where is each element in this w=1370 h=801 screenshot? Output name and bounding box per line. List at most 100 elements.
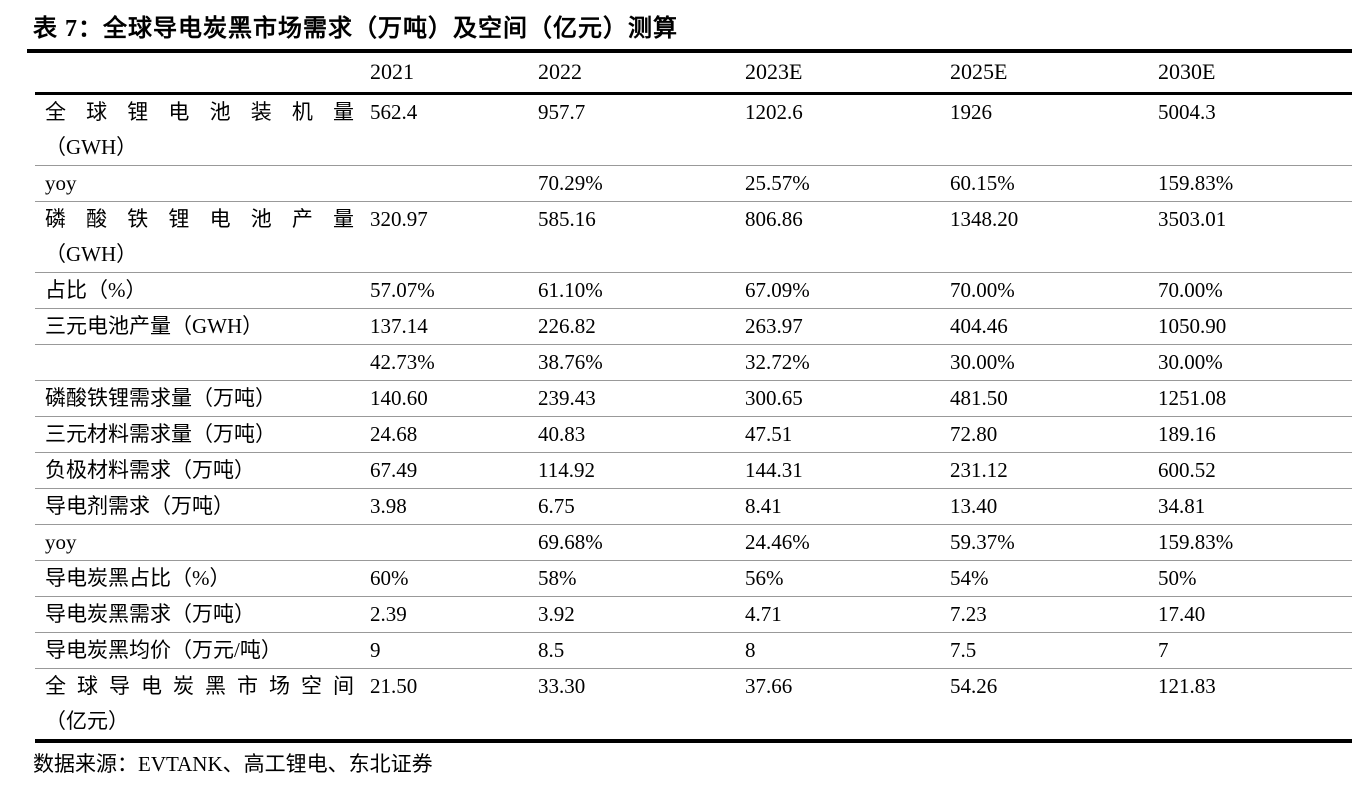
row-label-line1: yoy bbox=[45, 171, 77, 195]
table-cell: 806.86 bbox=[745, 201, 950, 273]
table-row: 磷酸铁锂需求量（万吨） 140.60 239.43 300.65 481.50 1251.… bbox=[35, 380, 1352, 417]
table-cell: 58% bbox=[538, 560, 745, 597]
table-row: 磷酸铁锂电池产量 （GWH） 320.97 585.16 806.86 1348.20 35… bbox=[35, 201, 1352, 273]
table-cell: 8.5 bbox=[538, 632, 745, 669]
table-cell: 3.92 bbox=[538, 596, 745, 633]
table-row: 占比（%） 57.07% 61.10% 67.09% 70.00% 70.00% bbox=[35, 272, 1352, 309]
row-label: 全球导电炭黑市场空间 （亿元） bbox=[35, 668, 370, 743]
row-label: 导电炭黑占比（%） bbox=[35, 560, 370, 597]
row-label-line1: 三元材料需求量（万吨） bbox=[45, 422, 276, 446]
table-cell: 5004.3 bbox=[1158, 93, 1352, 166]
table-cell: 3503.01 bbox=[1158, 201, 1352, 273]
table-cell: 69.68% bbox=[538, 524, 745, 561]
row-label: 导电炭黑均价（万元/吨） bbox=[35, 632, 370, 669]
table-cell: 50% bbox=[1158, 560, 1352, 597]
table-cell: 17.40 bbox=[1158, 596, 1352, 633]
table-cell: 600.52 bbox=[1158, 452, 1352, 489]
row-label: 全球锂电池装机量 （GWH） bbox=[35, 93, 370, 166]
table-cell: 25.57% bbox=[745, 165, 950, 202]
table-cell: 8 bbox=[745, 632, 950, 669]
table-cell: 1926 bbox=[950, 93, 1158, 166]
table-title: 表 7：全球导电炭黑市场需求（万吨）及空间（亿元）测算 bbox=[33, 16, 678, 42]
title-top-rule bbox=[27, 49, 1352, 53]
table-cell: 121.83 bbox=[1158, 668, 1352, 743]
table-row: 导电炭黑需求（万吨） 2.39 3.92 4.71 7.23 17.40 bbox=[35, 596, 1352, 633]
table-cell: 8.41 bbox=[745, 488, 950, 525]
table-body: 全球锂电池装机量 （GWH） 562.4 957.7 1202.6 1926 5004.3 y… bbox=[35, 93, 1352, 743]
table-cell: 70.00% bbox=[1158, 272, 1352, 309]
table-cell: 54.26 bbox=[950, 668, 1158, 743]
row-label bbox=[35, 344, 370, 381]
table-cell: 239.43 bbox=[538, 380, 745, 417]
row-label: 磷酸铁锂电池产量 （GWH） bbox=[35, 201, 370, 273]
row-label: 三元电池产量（GWH） bbox=[35, 308, 370, 345]
row-label-line1: 全球导电炭黑市场空间 bbox=[45, 674, 354, 698]
table-cell: 320.97 bbox=[370, 201, 538, 273]
table-cell: 1050.90 bbox=[1158, 308, 1352, 345]
table-header: 2021 2022 2023E 2025E 2030E bbox=[35, 53, 1352, 95]
table-cell: 61.10% bbox=[538, 272, 745, 309]
row-label: 导电炭黑需求（万吨） bbox=[35, 596, 370, 633]
table-cell: 3.98 bbox=[370, 488, 538, 525]
table-cell: 70.00% bbox=[950, 272, 1158, 309]
table-row: 三元材料需求量（万吨） 24.68 40.83 47.51 72.80 189.16 bbox=[35, 416, 1352, 453]
table-cell: 67.49 bbox=[370, 452, 538, 489]
row-label: 导电剂需求（万吨） bbox=[35, 488, 370, 525]
table-cell: 38.76% bbox=[538, 344, 745, 381]
row-label-line1: 占比（%） bbox=[45, 278, 147, 302]
table-row: yoy 70.29% 25.57% 60.15% 159.83% bbox=[35, 165, 1352, 202]
table-cell: 159.83% bbox=[1158, 524, 1352, 561]
table-cell: 6.75 bbox=[538, 488, 745, 525]
table-cell: 9 bbox=[370, 632, 538, 669]
data-source: 数据来源：EVTANK、高工锂电、东北证券 bbox=[33, 752, 433, 776]
column-header: 2022 bbox=[538, 53, 745, 95]
table-cell: 7 bbox=[1158, 632, 1352, 669]
table-cell: 189.16 bbox=[1158, 416, 1352, 453]
row-label: 磷酸铁锂需求量（万吨） bbox=[35, 380, 370, 417]
table-cell: 263.97 bbox=[745, 308, 950, 345]
row-label-line2: （GWH） bbox=[45, 242, 138, 266]
table-row: 负极材料需求（万吨） 67.49 114.92 144.31 231.12 600.52 bbox=[35, 452, 1352, 489]
table-cell: 67.09% bbox=[745, 272, 950, 309]
row-label: yoy bbox=[35, 165, 370, 202]
table-cell: 957.7 bbox=[538, 93, 745, 166]
table-cell: 585.16 bbox=[538, 201, 745, 273]
row-label-line1: 三元电池产量（GWH） bbox=[45, 314, 264, 338]
row-label-line2: （亿元） bbox=[45, 709, 129, 733]
table-cell: 481.50 bbox=[950, 380, 1158, 417]
table-cell: 60.15% bbox=[950, 165, 1158, 202]
table-cell: 37.66 bbox=[745, 668, 950, 743]
row-label-line1: 导电炭黑均价（万元/吨） bbox=[45, 638, 282, 662]
header-row: 2021 2022 2023E 2025E 2030E bbox=[35, 53, 1352, 95]
table-cell: 54% bbox=[950, 560, 1158, 597]
table-cell: 140.60 bbox=[370, 380, 538, 417]
row-label-line1: 磷酸铁锂需求量（万吨） bbox=[45, 386, 276, 410]
row-label: 三元材料需求量（万吨） bbox=[35, 416, 370, 453]
table-cell: 70.29% bbox=[538, 165, 745, 202]
row-label-line1: yoy bbox=[45, 530, 77, 554]
table-cell: 32.72% bbox=[745, 344, 950, 381]
row-label-line2: （GWH） bbox=[45, 135, 138, 159]
table-row: 全球锂电池装机量 （GWH） 562.4 957.7 1202.6 1926 5004.3 bbox=[35, 93, 1352, 166]
table-cell: 30.00% bbox=[1158, 344, 1352, 381]
table-cell: 40.83 bbox=[538, 416, 745, 453]
table-cell: 60% bbox=[370, 560, 538, 597]
table-cell: 47.51 bbox=[745, 416, 950, 453]
table-cell: 226.82 bbox=[538, 308, 745, 345]
row-label-line1: 导电炭黑占比（%） bbox=[45, 566, 231, 590]
table-cell bbox=[370, 524, 538, 561]
data-table: 2021 2022 2023E 2025E 2030E 全球锂电池装机量 （GWH） 562… bbox=[35, 53, 1352, 743]
column-header: 2030E bbox=[1158, 53, 1352, 95]
table-cell: 1251.08 bbox=[1158, 380, 1352, 417]
table-cell: 137.14 bbox=[370, 308, 538, 345]
table-cell bbox=[370, 165, 538, 202]
table-cell: 56% bbox=[745, 560, 950, 597]
column-header: 2025E bbox=[950, 53, 1158, 95]
table-cell: 7.23 bbox=[950, 596, 1158, 633]
table-cell: 30.00% bbox=[950, 344, 1158, 381]
table-cell: 59.37% bbox=[950, 524, 1158, 561]
table-cell: 1202.6 bbox=[745, 93, 950, 166]
table-cell: 24.68 bbox=[370, 416, 538, 453]
table-cell: 404.46 bbox=[950, 308, 1158, 345]
row-label: 占比（%） bbox=[35, 272, 370, 309]
